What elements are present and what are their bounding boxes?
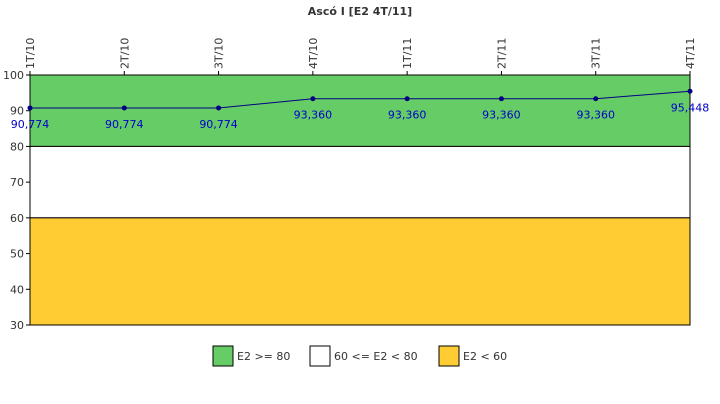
y-tick-label: 30	[10, 319, 24, 332]
y-tick-label: 70	[10, 176, 24, 189]
value-label: 93,360	[576, 109, 615, 122]
point	[404, 96, 410, 102]
value-label: 90,774	[199, 118, 238, 131]
value-label: 90,774	[11, 118, 50, 131]
series-line	[30, 90, 691, 109]
point	[687, 88, 693, 94]
band	[29, 217, 691, 326]
legend-label: E2 >= 80	[237, 350, 290, 363]
x-tick-label: 2T/11	[495, 38, 508, 69]
value-label: 93,360	[388, 109, 427, 122]
y-tick-label: 100	[3, 69, 24, 82]
x-tick-label: 4T/11	[684, 38, 697, 69]
y-tick-label: 60	[10, 212, 24, 225]
x-tick-label: 4T/10	[307, 38, 320, 69]
x-tick-label: 3T/10	[213, 38, 226, 69]
band	[29, 74, 691, 147]
value-label: 93,360	[294, 109, 333, 122]
legend-swatch	[212, 345, 234, 367]
point	[310, 96, 316, 102]
legend-label: 60 <= E2 < 80	[334, 350, 418, 363]
x-tick-label: 2T/10	[118, 38, 131, 69]
value-label: 93,360	[482, 109, 521, 122]
y-tick-label: 90	[10, 105, 24, 118]
point	[121, 105, 127, 111]
value-label: 95,448	[671, 101, 710, 114]
point	[27, 105, 33, 111]
legend-label: E2 < 60	[463, 350, 507, 363]
y-tick-label: 50	[10, 248, 24, 261]
band	[29, 145, 691, 219]
point	[216, 105, 222, 111]
value-label: 90,774	[105, 118, 144, 131]
point	[593, 96, 599, 102]
x-tick-label: 1T/11	[401, 38, 414, 69]
x-tick-label: 1T/10	[24, 38, 37, 69]
chart-title: Ascó I [E2 4T/11]	[308, 5, 412, 18]
y-tick-label: 80	[10, 140, 24, 153]
point	[498, 96, 504, 102]
legend-swatch	[438, 345, 460, 367]
y-tick-label: 40	[10, 283, 24, 296]
legend-swatch	[309, 345, 331, 367]
x-tick-label: 3T/11	[590, 38, 603, 69]
